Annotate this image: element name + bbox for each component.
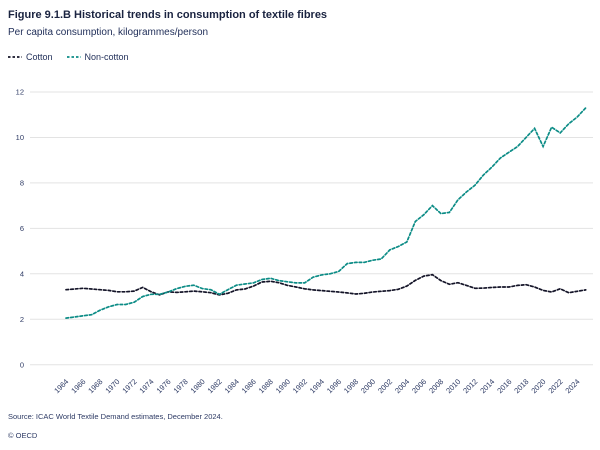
x-tick-label: 1982 (206, 377, 224, 395)
legend-label-cotton: Cotton (26, 52, 53, 62)
copyright-note: © OECD (8, 431, 38, 440)
legend-label-non-cotton: Non-cotton (84, 52, 129, 62)
x-tick-label: 1992 (291, 377, 309, 395)
y-tick-label: 0 (20, 360, 24, 369)
x-tick-label: 2010 (444, 377, 462, 395)
legend-item-non-cotton[interactable]: Non-cotton (66, 52, 129, 62)
x-tick-label: 1986 (240, 377, 258, 395)
x-tick-label: 2004 (393, 377, 411, 395)
line-chart-plot: 0 2 4 6 8 10 12 1964196619681970197219741976197… (16, 88, 593, 395)
x-tick-label: 2024 (563, 377, 581, 395)
x-tick-label: 1980 (189, 377, 207, 395)
x-tick-label: 2006 (410, 377, 428, 395)
chart-title: Figure 9.1.B Historical trends in consum… (8, 9, 328, 21)
x-tick-label: 2008 (427, 377, 445, 395)
x-tick-label: 2000 (359, 377, 377, 395)
x-tick-label: 1970 (103, 377, 121, 395)
source-note: Source: ICAC World Textile Demand estima… (8, 412, 223, 421)
cotton-dashed-line-icon (8, 54, 22, 60)
x-tick-label: 2022 (546, 377, 564, 395)
x-tick-label: 1984 (223, 377, 241, 395)
y-tick-label: 4 (20, 269, 24, 278)
x-tick-label: 1994 (308, 377, 326, 395)
chart-legend: Cotton Non-cotton (8, 52, 129, 62)
non-cotton-series-line (65, 107, 587, 319)
x-tick-label: 1978 (172, 377, 190, 395)
y-tick-label: 2 (20, 315, 24, 324)
y-tick-label: 6 (20, 224, 24, 233)
x-tick-label: 2002 (376, 377, 394, 395)
legend-item-cotton[interactable]: Cotton (8, 52, 53, 62)
cotton-series-line (65, 273, 587, 296)
x-tick-label: 1972 (120, 377, 138, 395)
x-tick-label: 2020 (529, 377, 547, 395)
x-tick-label: 1964 (52, 377, 70, 395)
chart-subtitle: Per capita consumption, kilogrammes/pers… (8, 27, 209, 38)
x-tick-label: 1988 (257, 377, 275, 395)
x-tick-label: 1996 (325, 377, 343, 395)
x-tick-label: 2012 (461, 377, 479, 395)
x-tick-label: 1968 (86, 377, 104, 395)
x-tick-label: 1990 (274, 377, 292, 395)
x-tick-label: 1998 (342, 377, 360, 395)
non-cotton-dashed-line-icon (66, 54, 81, 60)
y-tick-label: 10 (16, 133, 24, 142)
x-tick-label: 2016 (495, 377, 513, 395)
x-tick-label: 1974 (137, 377, 155, 395)
y-tick-label: 8 (20, 179, 24, 188)
x-tick-label: 2014 (478, 377, 496, 395)
x-tick-label: 1976 (154, 377, 172, 395)
x-tick-label: 1966 (69, 377, 87, 395)
y-tick-label: 12 (16, 88, 24, 97)
x-tick-label: 2018 (512, 377, 530, 395)
